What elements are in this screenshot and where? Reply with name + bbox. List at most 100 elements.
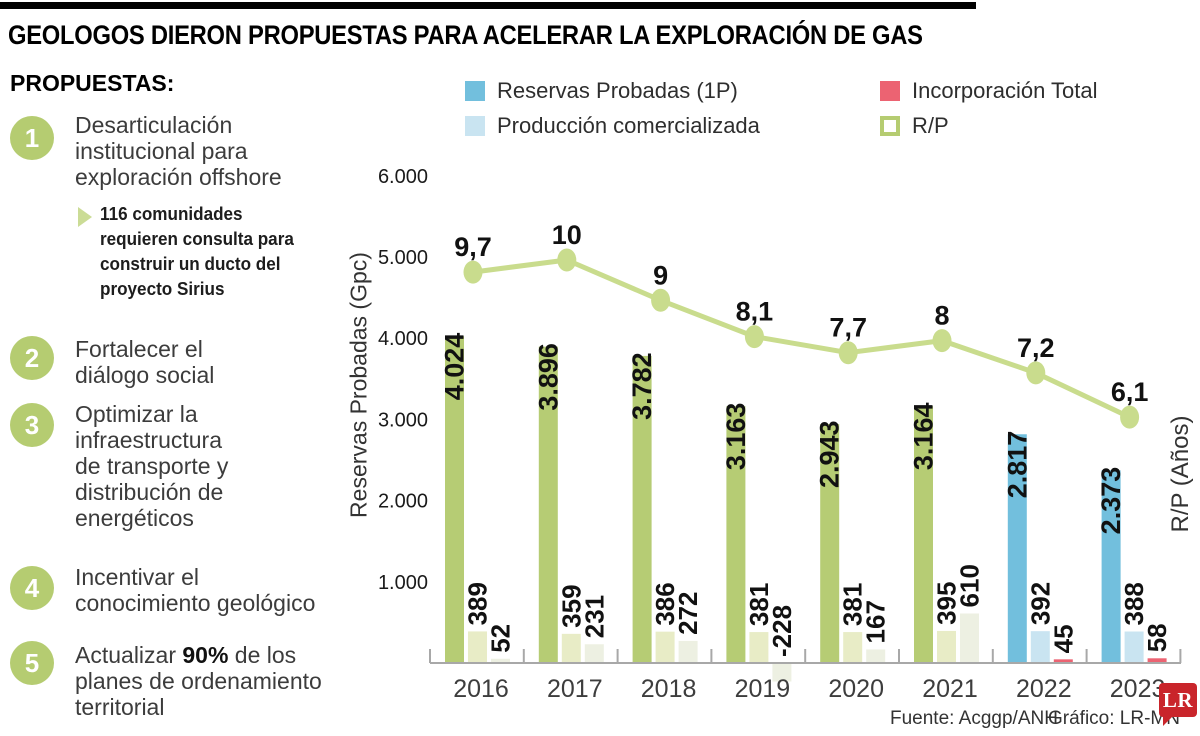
bar-reservas-2023 — [1101, 470, 1121, 663]
legend-swatch-icon — [465, 116, 485, 136]
year-label-2019: 2019 — [735, 675, 791, 703]
bar-value-label-incorporacion-2023: 58 — [1142, 623, 1172, 652]
proposal-text-line: territorial — [75, 694, 165, 720]
bar-produccion-2018 — [655, 631, 675, 663]
proposal-subitem-line: construir un ducto del — [100, 254, 281, 274]
page-title: GEOLOGOS DIERON PROPUESTAS PARA ACELERAR… — [8, 20, 923, 50]
bar-value-label-reservas-2018: 3.782 — [627, 352, 657, 420]
bar-value-label-incorporacion-2019: -228 — [767, 605, 797, 657]
proposal-number-badge: 5 — [10, 641, 54, 685]
lr-logo: LR — [1159, 683, 1197, 717]
y-axis-tick-label: 2.000 — [378, 491, 428, 513]
bar-value-label-incorporacion-2021: 610 — [955, 564, 985, 607]
rp-value-label-2021: 8 — [934, 301, 949, 331]
bar-value-label-reservas-2023: 2.373 — [1096, 467, 1126, 535]
bar-value-label-produccion-2017: 359 — [556, 584, 586, 627]
rp-line — [472, 257, 1131, 420]
rp-marker-2018 — [651, 288, 671, 312]
legend-label: Producción comercializada — [497, 113, 760, 138]
rp-marker-2020 — [838, 341, 858, 365]
bar-value-label-incorporacion-2018: 272 — [673, 592, 703, 635]
bar-incorporacion-2020 — [866, 649, 886, 663]
rp-value-label-2020: 7,7 — [829, 313, 867, 343]
proposal-text-line: Actualizar 90% de los — [75, 642, 297, 668]
proposal-text: Fortalecer el diálogo social — [75, 336, 214, 388]
year-label-2020: 2020 — [828, 675, 884, 703]
legend-label: Incorporación Total — [912, 78, 1098, 103]
bar-value-label-reservas-2020: 2.943 — [815, 420, 845, 488]
proposal-number-badge: 1 — [10, 116, 54, 160]
proposal-subitem-line: 116 comunidades — [100, 204, 243, 224]
year-label-2021: 2021 — [922, 675, 978, 703]
legend-item: R/P — [880, 113, 949, 139]
y-axis-tick-label: 3.000 — [378, 409, 428, 431]
proposal-bold-value: 90% — [182, 642, 229, 668]
bar-value-label-incorporacion-2020: 167 — [861, 600, 891, 643]
year-label-2016: 2016 — [453, 675, 509, 703]
proposal-subitem-line: requieren consulta para — [100, 229, 294, 249]
legend-swatch-icon — [880, 116, 900, 136]
y-axis-tick-label: 4.000 — [378, 328, 428, 350]
bar-value-label-produccion-2021: 395 — [932, 582, 962, 625]
footer-source: Fuente: Acggp/ANH — [890, 708, 1058, 729]
proposal-subitem: 116 comunidades requieren consulta para co… — [100, 202, 294, 302]
rp-value-label-2019: 8,1 — [736, 297, 774, 327]
proposal-text-line: exploración offshore — [75, 164, 282, 190]
bar-produccion-2022 — [1030, 631, 1050, 663]
proposal-text-line: infraestructura — [75, 427, 223, 453]
proposal-number-badge: 4 — [10, 566, 54, 610]
bar-incorporacion-2019 — [772, 663, 792, 682]
rp-marker-2023 — [1120, 405, 1140, 429]
bar-reservas-2017 — [538, 346, 558, 663]
proposal-text-line: diálogo social — [75, 362, 215, 388]
year-label-2022: 2022 — [1016, 675, 1072, 703]
bar-value-label-incorporacion-2017: 231 — [579, 595, 609, 638]
legend-item: Reservas Probadas (1P) — [465, 78, 738, 104]
bar-value-label-reservas-2017: 3.896 — [533, 343, 563, 411]
bar-value-label-produccion-2022: 392 — [1025, 582, 1055, 625]
proposal-text-line: Optimizar la — [75, 401, 198, 427]
proposal-text-line: Incentivar el — [75, 564, 200, 590]
rp-marker-2019 — [744, 325, 764, 349]
bar-incorporacion-2021 — [960, 613, 979, 663]
proposal-subitem-line: proyecto Sirius — [100, 279, 225, 299]
bar-reservas-2016 — [445, 336, 464, 663]
bar-incorporacion-2017 — [584, 644, 604, 663]
bar-reservas-2020 — [820, 424, 840, 663]
bar-value-label-produccion-2023: 388 — [1119, 582, 1149, 625]
bar-value-label-reservas-2016: 4.024 — [440, 333, 470, 401]
proposal-text-line: energéticos — [75, 505, 194, 531]
proposal-number-badge: 3 — [10, 403, 54, 447]
rp-value-label-2022: 7,2 — [1017, 333, 1055, 363]
bar-incorporacion-2022 — [1053, 659, 1073, 663]
rp-value-label-2018: 9 — [653, 260, 668, 290]
legend-swatch-icon — [880, 81, 900, 101]
bar-value-label-produccion-2016: 389 — [463, 582, 493, 625]
bar-incorporacion-2016 — [491, 658, 510, 663]
legend-item: Incorporación Total — [880, 78, 1098, 104]
rp-marker-2022 — [1026, 361, 1046, 385]
bar-value-label-reservas-2022: 2.817 — [1002, 431, 1032, 499]
y-axis-tick-label: 6.000 — [378, 166, 428, 188]
legend-item: Producción comercializada — [465, 113, 760, 139]
proposal-text: Incentivar el conocimiento geológico — [75, 564, 315, 616]
bar-value-label-produccion-2020: 381 — [838, 583, 868, 626]
bar-reservas-2021 — [914, 406, 933, 663]
bar-incorporacion-2023 — [1147, 658, 1167, 663]
bar-value-label-incorporacion-2016: 52 — [486, 624, 516, 653]
rp-value-label-2023: 6,1 — [1111, 377, 1149, 407]
proposal-text-line: conocimiento geológico — [75, 590, 316, 616]
y-axis-tick-label: 1.000 — [378, 572, 428, 594]
legend-label: Reservas Probadas (1P) — [497, 78, 738, 103]
year-label-2018: 2018 — [641, 675, 697, 703]
triangle-bullet-icon — [78, 207, 92, 227]
bar-value-label-produccion-2018: 386 — [650, 582, 680, 625]
rp-marker-2016 — [463, 260, 483, 284]
bar-value-label-produccion-2019: 381 — [744, 583, 774, 626]
lr-logo-tail — [1163, 715, 1174, 726]
proposal-text-line: distribución de — [75, 479, 224, 505]
rp-value-label-2016: 9,7 — [454, 232, 492, 262]
bar-reservas-2022 — [1007, 434, 1027, 663]
proposals-heading: PROPUESTAS: — [10, 70, 175, 96]
